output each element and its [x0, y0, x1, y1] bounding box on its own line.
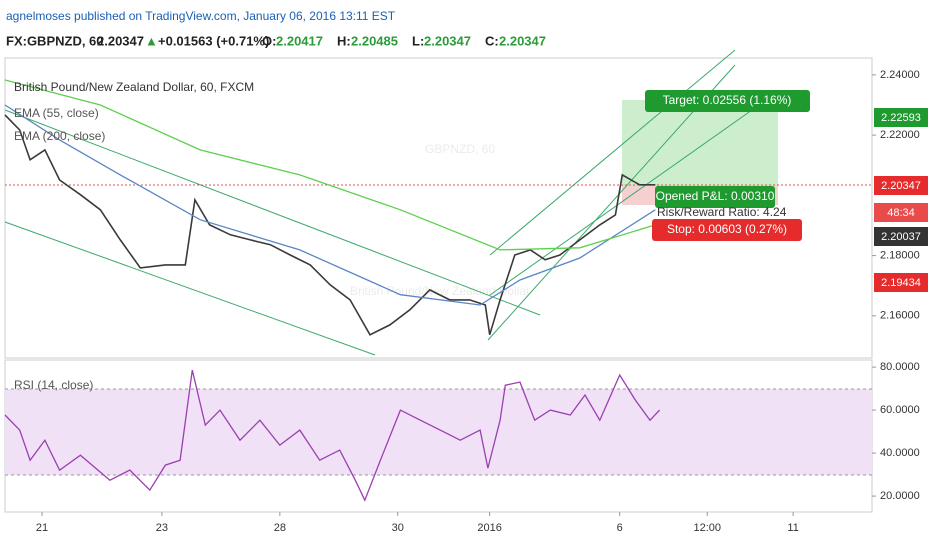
- target-zone: [622, 100, 778, 185]
- badge-last: [874, 176, 928, 195]
- series-line: [4, 79, 656, 251]
- high-label: H:: [337, 33, 351, 48]
- badge-ema-text: 2.20037: [881, 231, 921, 243]
- legend-ema200: EMA (200, close): [14, 129, 105, 143]
- series-line: [4, 114, 656, 336]
- rsi-title: RSI (14, close): [14, 378, 93, 392]
- published: agnelmoses published on TradingView.com,…: [6, 9, 396, 23]
- stop-label: Stop: 0.00603 (0.27%): [667, 222, 787, 236]
- arrow: ▲: [145, 33, 158, 48]
- badge-target: [874, 108, 928, 127]
- x-tick-label: 21: [36, 522, 48, 534]
- rsi-band: [5, 389, 872, 475]
- x-tick-label: 23: [156, 522, 168, 534]
- change: +0.01563 (+0.71%): [158, 33, 269, 48]
- y-tick-label: 80.0000: [880, 361, 920, 373]
- low-label: L:: [412, 33, 424, 48]
- badge-stop: [874, 273, 928, 292]
- x-tick-label: 30: [392, 522, 404, 534]
- quote-line: FX:GBPNZD, 60 2.20347 ▲ +0.01563 (+0.71%…: [6, 33, 546, 48]
- stop-box: [652, 219, 802, 241]
- y-tick-label: 40.0000: [880, 447, 920, 459]
- y-tick-label: 2.18000: [880, 249, 920, 261]
- badge-last-text: 2.20347: [881, 180, 921, 192]
- symbol: FX:GBPNZD, 60: [6, 33, 104, 48]
- series-line: [4, 104, 656, 306]
- last: 2.20347: [97, 33, 144, 48]
- high: 2.20485: [351, 33, 398, 48]
- pnl-label: Opened P&L: 0.00310: [656, 189, 775, 203]
- legend-ema55: EMA (55, close): [14, 106, 99, 120]
- badge-countdown: [874, 203, 928, 222]
- target-box: [645, 90, 810, 112]
- close-label: C:: [485, 33, 499, 48]
- plot: 2.24000 2.22000 2.18000 2.16000 21 23 28 30 2016…: [4, 69, 920, 534]
- y-tick-label: 60.0000: [880, 404, 920, 416]
- target-label: Target: 0.02556 (1.16%): [663, 93, 792, 107]
- x-tick-label: 11: [787, 522, 798, 534]
- x-tick-label: 6: [617, 522, 623, 534]
- watermark-symbol: GBPNZD, 60: [425, 142, 495, 156]
- watermark-name: British Pound/New Zealand Dollar: [350, 284, 530, 298]
- pane-title: British Pound/New Zealand Dollar, 60, FX…: [14, 80, 254, 94]
- x-tick-label: 28: [274, 522, 286, 534]
- close: 2.20347: [499, 33, 546, 48]
- badge-countdown-text: 48:34: [887, 207, 915, 219]
- badge-stop-text: 2.19434: [881, 277, 921, 289]
- open-label: O:: [262, 33, 276, 48]
- open: 2.20417: [276, 33, 323, 48]
- x-tick-label: 12:00: [694, 522, 722, 534]
- y-tick-label: 20.0000: [880, 490, 920, 502]
- badge-target-text: 2.22593: [881, 112, 921, 124]
- pnl-box: [655, 186, 775, 208]
- rr-label: Risk/Reward Ratio: 4.24: [657, 205, 787, 219]
- y-tick-label: 2.24000: [880, 69, 920, 81]
- series-line: [4, 369, 661, 502]
- low: 2.20347: [424, 33, 471, 48]
- y-tick-label: 2.16000: [880, 310, 920, 322]
- badge-ema: [874, 227, 928, 246]
- x-tick-label: 2016: [477, 522, 501, 534]
- price-pane: [4, 57, 873, 359]
- y-tick-label: 2.22000: [880, 129, 920, 141]
